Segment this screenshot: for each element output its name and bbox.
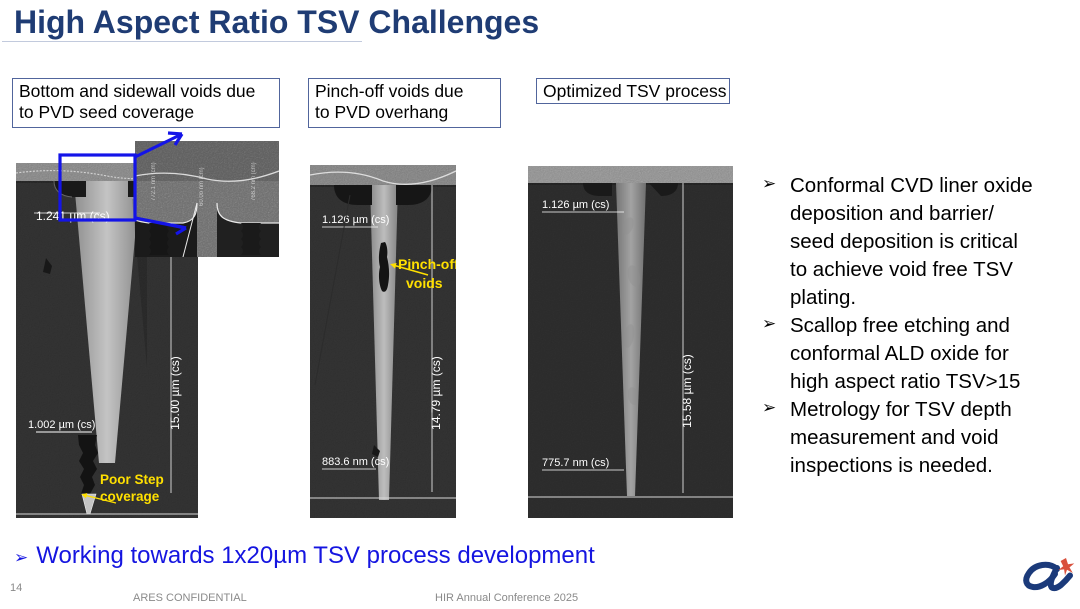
svg-text:14.79 µm (cs): 14.79 µm (cs)	[429, 356, 443, 430]
svg-text:1.002 µm (cs): 1.002 µm (cs)	[28, 419, 95, 431]
svg-text:1.126 µm (cs): 1.126 µm (cs)	[322, 214, 389, 226]
svg-text:15.00 µm (cs): 15.00 µm (cs)	[168, 356, 182, 430]
svg-text:1.241 µm (cs): 1.241 µm (cs)	[36, 209, 110, 223]
svg-text:883.6 nm (cs): 883.6 nm (cs)	[322, 456, 389, 468]
svg-text:1.126 µm (cs): 1.126 µm (cs)	[542, 199, 609, 211]
svg-text:60.0o nm (cm): 60.0o nm (cm)	[199, 167, 205, 206]
svg-text:Poor Step: Poor Step	[100, 472, 164, 487]
svg-text:775.7 nm (cs): 775.7 nm (cs)	[542, 457, 609, 469]
svg-text:768.2 nm (cm): 768.2 nm (cm)	[251, 162, 257, 201]
svg-text:772.1 nm (cm): 772.1 nm (cm)	[151, 162, 157, 201]
svg-text:15.58 µm (cs): 15.58 µm (cs)	[680, 354, 694, 428]
svg-text:voids: voids	[406, 275, 443, 291]
